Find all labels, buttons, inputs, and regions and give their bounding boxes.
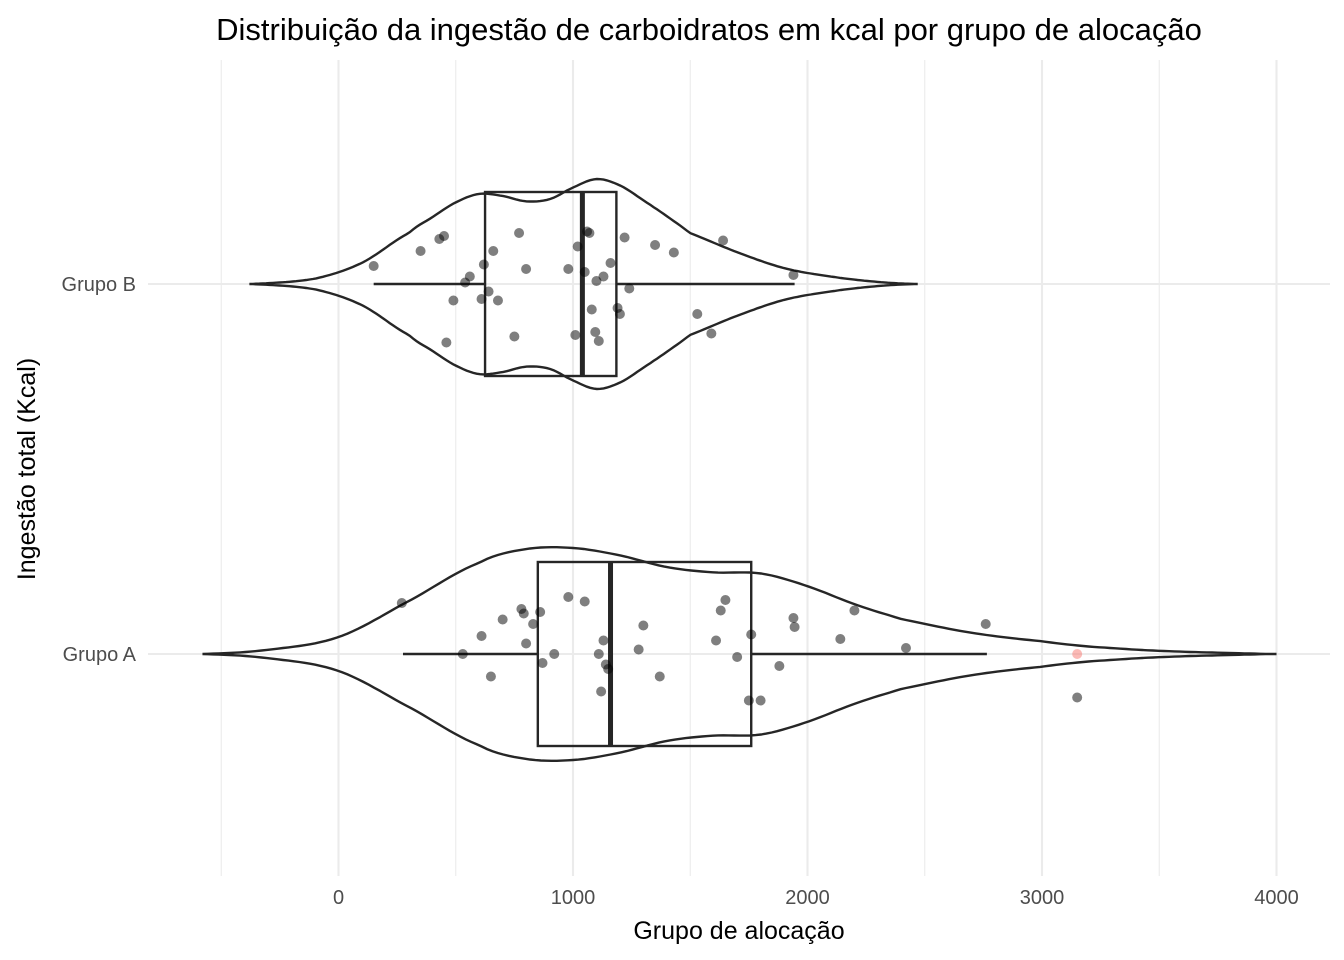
data-point	[528, 619, 539, 629]
box-grupo-a	[536, 560, 753, 748]
y-axis-title: Ingestão total (Kcal)	[13, 358, 41, 580]
outlier-point	[1072, 649, 1083, 659]
data-point	[590, 327, 601, 337]
violin-grupo-a	[202, 546, 1277, 762]
data-point	[788, 270, 799, 280]
data-point	[537, 658, 548, 668]
violin-grupo-b	[249, 177, 918, 391]
data-point	[849, 605, 860, 616]
data-point	[605, 258, 616, 268]
boxplot-layer	[373, 190, 987, 748]
x-tick-label: 1000	[551, 887, 596, 909]
data-point	[633, 644, 644, 655]
data-point	[441, 337, 452, 348]
data-point	[485, 671, 496, 682]
x-axis-ticks: 0 1000 2000 3000 4000	[333, 887, 1299, 909]
data-point	[572, 241, 583, 252]
data-point	[549, 649, 560, 659]
data-point	[415, 246, 426, 256]
data-point	[715, 605, 726, 616]
data-point	[521, 638, 532, 649]
data-point	[746, 629, 757, 640]
data-point	[718, 235, 729, 246]
data-point	[603, 664, 614, 674]
data-point	[706, 328, 717, 339]
x-tick-label: 3000	[1020, 887, 1065, 909]
data-point	[492, 295, 503, 306]
data-point	[732, 652, 743, 662]
data-point	[476, 294, 487, 304]
data-point	[509, 331, 520, 342]
data-point	[1072, 692, 1083, 703]
point-layer	[368, 226, 1083, 706]
data-point	[464, 271, 475, 282]
data-point	[720, 595, 731, 605]
data-point	[654, 671, 665, 682]
data-point	[593, 649, 604, 659]
grid-lines	[148, 60, 1330, 876]
data-point	[692, 309, 703, 319]
data-point	[368, 261, 379, 271]
data-point	[650, 240, 661, 250]
data-point	[789, 622, 800, 632]
data-point	[743, 695, 754, 706]
x-axis-title: Grupo de alocação	[633, 917, 844, 945]
data-point	[448, 295, 459, 306]
data-point	[478, 259, 489, 270]
data-point	[835, 634, 846, 644]
chart-title: Distribuição da ingestão de carboidratos…	[216, 12, 1202, 47]
data-point	[624, 283, 635, 294]
data-point	[598, 271, 609, 282]
data-point	[598, 635, 609, 646]
data-point	[900, 643, 911, 653]
data-point	[755, 695, 766, 706]
data-point	[483, 286, 494, 297]
data-point	[563, 264, 574, 274]
data-point	[570, 330, 581, 340]
x-tick-label: 4000	[1254, 887, 1299, 909]
data-point	[579, 596, 590, 607]
data-point	[614, 309, 625, 319]
violin-layer	[202, 177, 1277, 762]
data-point	[497, 614, 508, 625]
data-point	[788, 613, 799, 623]
data-point	[711, 635, 722, 646]
data-point	[668, 247, 679, 258]
data-point	[563, 592, 574, 602]
data-point	[579, 267, 590, 277]
data-point	[457, 649, 468, 659]
data-point	[396, 598, 407, 608]
y-tick-label: Grupo B	[62, 274, 136, 296]
data-point	[596, 686, 607, 697]
data-point	[980, 619, 991, 629]
data-point	[535, 607, 546, 617]
data-point	[518, 608, 529, 619]
data-point	[476, 631, 487, 641]
data-point	[439, 231, 450, 241]
x-tick-label: 0	[333, 887, 344, 909]
data-point	[638, 620, 649, 631]
data-point	[521, 264, 532, 274]
data-point	[584, 228, 595, 238]
data-point	[488, 246, 499, 256]
box-grupo-b	[483, 190, 618, 378]
data-point	[593, 336, 604, 346]
data-point	[774, 661, 785, 671]
data-point	[586, 304, 597, 315]
data-point	[514, 228, 525, 238]
y-tick-label: Grupo A	[63, 644, 137, 666]
y-axis-ticks: Grupo A Grupo B	[62, 274, 137, 666]
x-tick-label: 2000	[785, 887, 830, 909]
data-point	[619, 232, 630, 243]
